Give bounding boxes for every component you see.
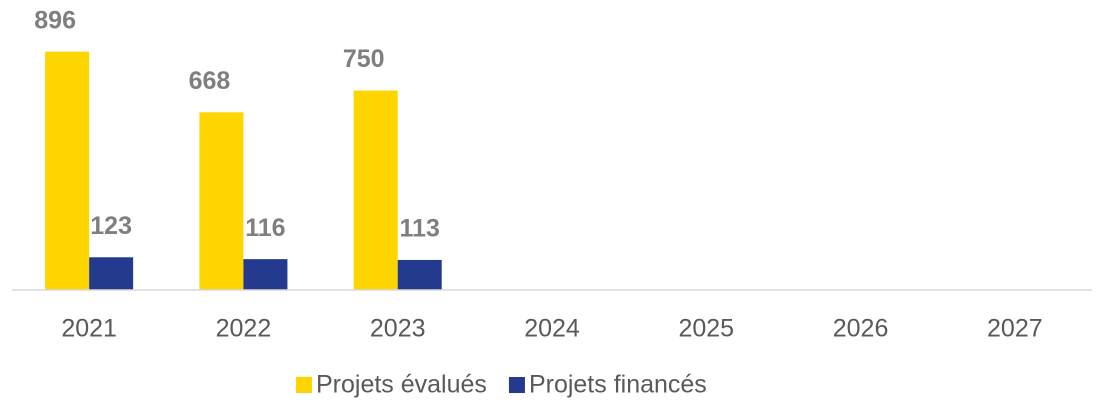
x-tick-label: 2021 [61,315,117,343]
bar [353,90,398,290]
x-tick-label: 2022 [216,315,272,343]
data-label: 116 [245,214,285,242]
data-label: 123 [90,212,132,240]
data-label: 896 [34,6,76,34]
x-tick-label: 2026 [833,315,889,343]
bar [89,257,134,290]
x-tick-label: 2024 [524,315,580,343]
legend-label: Projets financés [529,371,707,399]
data-label: 750 [343,45,385,73]
bar [397,259,442,290]
bar [199,112,244,290]
legend-label: Projets évalués [316,371,487,399]
bar [45,51,90,290]
legend-swatch [296,377,312,393]
legend-swatch [508,377,525,393]
data-label: 113 [400,215,440,243]
data-label: 668 [189,67,231,95]
x-tick-label: 2027 [987,315,1043,343]
x-tick-label: 2023 [370,315,426,343]
bar [243,259,288,290]
x-tick-label: 2025 [678,315,734,343]
